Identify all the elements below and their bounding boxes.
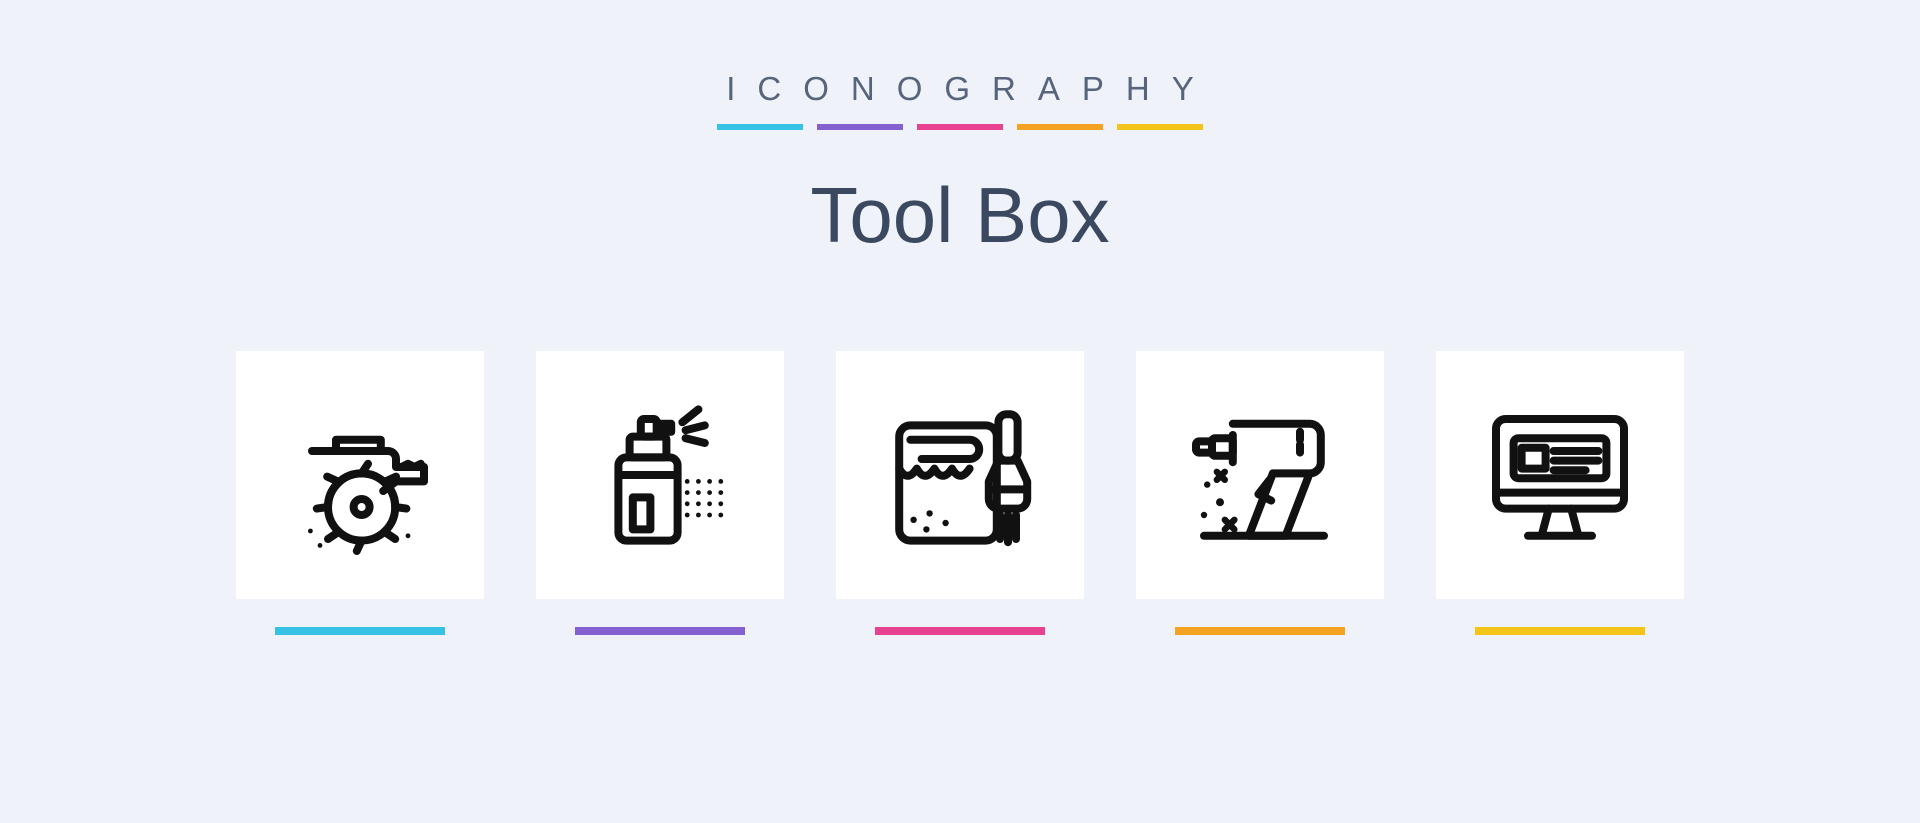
circular-saw-icon (280, 395, 440, 555)
card-underline (875, 627, 1045, 635)
icon-card-wrap (1436, 351, 1684, 635)
brand-underline-seg (717, 124, 803, 130)
card-underline (1175, 627, 1345, 635)
card-underline (275, 627, 445, 635)
paint-bucket-brush-icon (880, 395, 1040, 555)
page-title: Tool Box (810, 170, 1109, 261)
card-underline (1475, 627, 1645, 635)
icon-card (1436, 351, 1684, 599)
brand-underline-seg (817, 124, 903, 130)
brand-underline (717, 124, 1203, 130)
icon-card (1136, 351, 1384, 599)
brand-underline-seg (917, 124, 1003, 130)
monitor-news-icon (1480, 395, 1640, 555)
icon-card-wrap (236, 351, 484, 635)
icon-card-wrap (836, 351, 1084, 635)
icon-card (536, 351, 784, 599)
icon-card (236, 351, 484, 599)
icon-row (196, 351, 1724, 635)
brand-underline-seg (1117, 124, 1203, 130)
header: ICONOGRAPHY Tool Box (704, 70, 1216, 261)
icon-card-wrap (536, 351, 784, 635)
brand-wordmark: ICONOGRAPHY (704, 70, 1216, 108)
icon-card-wrap (1136, 351, 1384, 635)
drill-icon (1180, 395, 1340, 555)
card-underline (575, 627, 745, 635)
brand-underline-seg (1017, 124, 1103, 130)
icon-card (836, 351, 1084, 599)
spray-can-icon (580, 395, 740, 555)
